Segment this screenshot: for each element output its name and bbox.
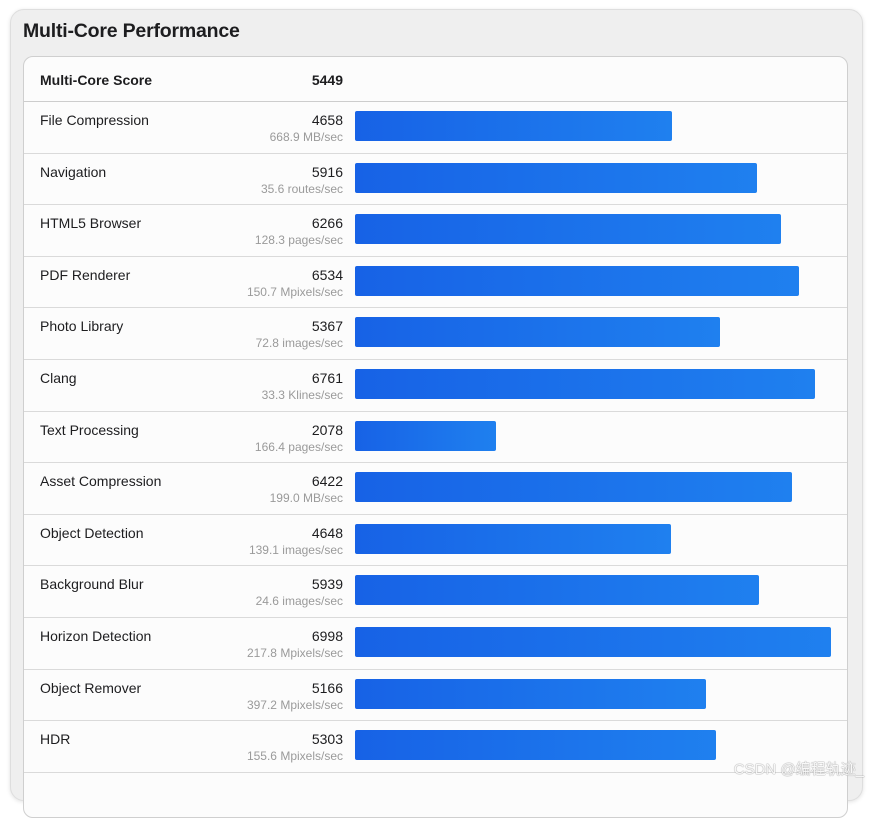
score-bar [355,420,497,451]
benchmark-score: 4658 [311,112,343,128]
score-bar [355,265,800,296]
score-bar [355,730,716,761]
table-row: File Compression 4658 668.9 MB/sec [24,102,847,154]
score-bar [355,369,815,399]
table-row: Object Remover 5166 397.2 Mpixels/sec [24,670,847,722]
benchmark-score: 5367 [311,318,343,335]
benchmark-name: HDR [40,731,71,748]
benchmark-throughput: 33.3 Klines/sec [261,388,343,402]
table-row: PDF Renderer 6534 150.7 Mpixels/sec [24,257,847,309]
performance-card: Multi-Core Performance Multi-Core Score … [10,9,863,818]
benchmark-score: 6534 [311,266,343,283]
watermark: CSDN @编程轨迹_ [733,761,864,778]
benchmark-name: HTML5 Browser [40,215,142,232]
benchmark-throughput: 397.2 Mpixels/sec [246,697,343,712]
benchmark-score: 5303 [311,731,343,748]
summary-label: Multi-Core Score [40,72,153,88]
score-bar [355,678,707,709]
benchmark-name: File Compression [40,112,149,128]
benchmark-name: Object Detection [40,524,144,541]
benchmark-score: 6422 [311,473,343,490]
score-bar [355,575,759,606]
benchmark-name: Asset Compression [40,473,162,490]
benchmark-throughput: 166.4 pages/sec [254,439,343,454]
benchmark-throughput: 24.6 images/sec [255,594,343,609]
score-bar [355,111,672,141]
benchmark-score: 4648 [311,524,343,541]
benchmark-name: Photo Library [40,318,124,335]
table-row: Clang 6761 33.3 Klines/sec [24,360,847,412]
benchmark-throughput: 128.3 pages/sec [254,233,343,248]
table-row: Background Blur 5939 24.6 images/sec [24,566,847,618]
summary-row: Multi-Core Score 5449 [24,57,847,102]
benchmark-throughput: 35.6 routes/sec [260,181,343,196]
benchmark-name: Background Blur [40,576,144,593]
summary-score: 5449 [311,72,343,88]
benchmark-name: PDF Renderer [40,266,131,283]
benchmark-score: 6266 [311,215,343,232]
score-bar [355,162,758,193]
benchmark-throughput: 217.8 Mpixels/sec [246,646,343,660]
benchmark-score: 5939 [311,576,343,593]
score-bar [355,472,792,503]
benchmark-throughput: 150.7 Mpixels/sec [246,284,343,299]
benchmark-name: Text Processing [40,421,139,438]
benchmark-score: 5916 [311,163,343,180]
benchmark-name: Navigation [40,163,107,180]
benchmark-throughput: 199.0 MB/sec [269,491,343,506]
benchmark-score: 5166 [311,679,343,696]
benchmark-throughput: 155.6 Mpixels/sec [246,749,343,764]
score-bar [355,214,782,245]
score-bar [355,317,720,348]
benchmark-name: Object Remover [40,679,142,696]
table-row: Asset Compression 6422 199.0 MB/sec [24,463,847,515]
table-row: Horizon Detection 6998 217.8 Mpixels/sec [24,618,847,670]
card-title: Multi-Core Performance [23,20,240,42]
benchmark-throughput: 72.8 images/sec [255,336,343,351]
benchmark-score: 2078 [311,421,343,438]
benchmark-throughput: 668.9 MB/sec [269,130,343,144]
benchmark-throughput: 139.1 images/sec [248,542,343,557]
score-bar [355,627,831,657]
table-row: HTML5 Browser 6266 128.3 pages/sec [24,205,847,257]
table-row: Navigation 5916 35.6 routes/sec [24,154,847,206]
table-row: Object Detection 4648 139.1 images/sec [24,515,847,567]
score-bar [355,523,672,554]
table-row: Text Processing 2078 166.4 pages/sec [24,412,847,464]
benchmark-name: Clang [40,370,77,386]
benchmark-name: Horizon Detection [40,628,152,644]
benchmark-score: 6761 [311,370,343,386]
table-row: HDR 5303 155.6 Mpixels/sec [24,721,847,773]
results-table: Multi-Core Score 5449 File Compression 46… [23,56,848,818]
table-row: Photo Library 5367 72.8 images/sec [24,308,847,360]
benchmark-score: 6998 [311,628,343,644]
